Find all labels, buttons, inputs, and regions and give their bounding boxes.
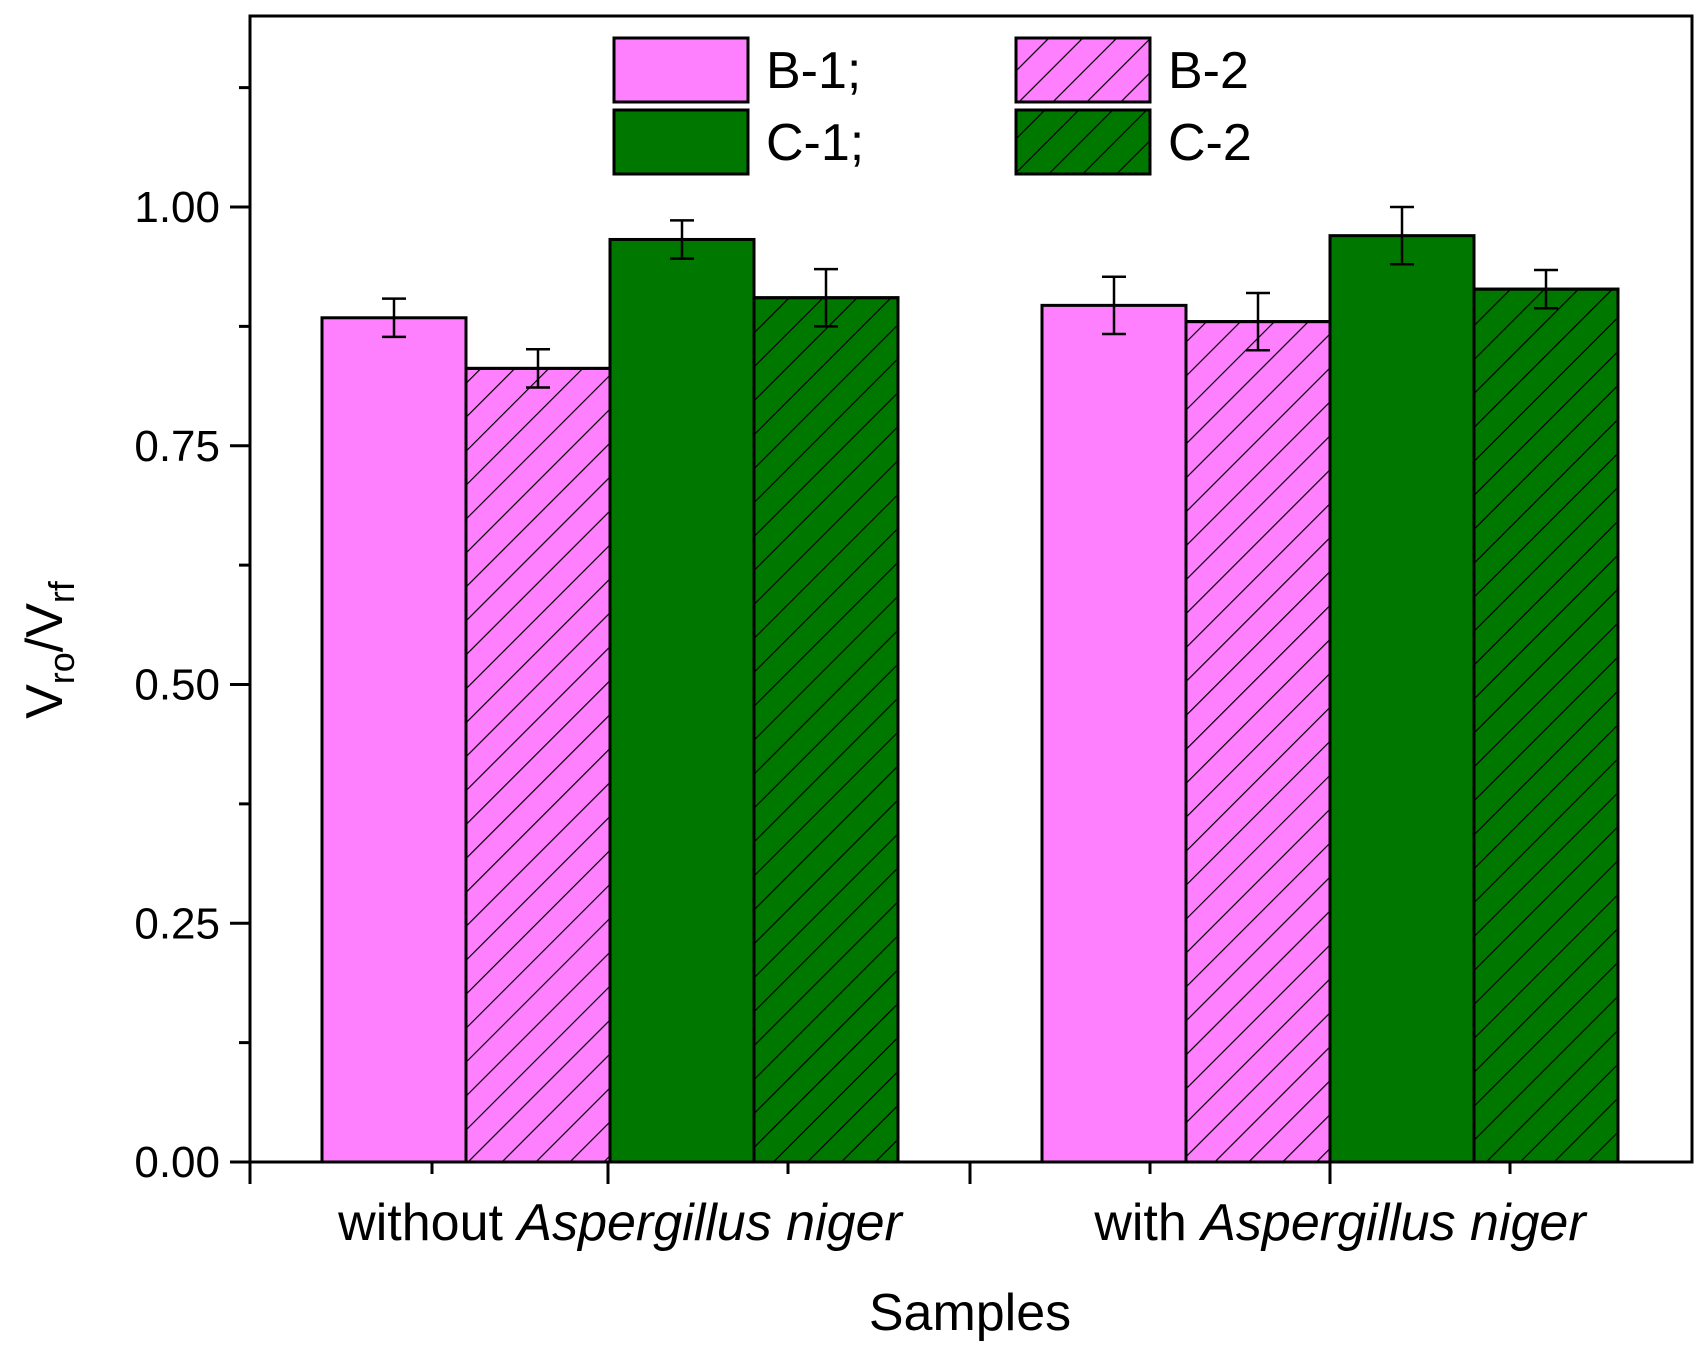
y-axis-label-sub2: rf bbox=[41, 580, 82, 603]
legend-item: B-2 bbox=[1014, 36, 1249, 104]
legend-swatch bbox=[612, 108, 750, 176]
error-bar bbox=[1246, 291, 1270, 352]
error-bar bbox=[1390, 205, 1414, 266]
category-species: Aspergillus niger bbox=[1198, 1194, 1588, 1252]
legend-swatch-hatch bbox=[1014, 108, 1152, 176]
y-axis-label-sep: /V bbox=[16, 603, 74, 652]
error-bar bbox=[670, 219, 694, 260]
x-axis-label: Samples bbox=[869, 1284, 1071, 1342]
x-axis: without Aspergillus niger with Aspergillu… bbox=[248, 1162, 1588, 1252]
category-prefix: with bbox=[1093, 1194, 1201, 1252]
legend-label: C-2 bbox=[1168, 114, 1252, 172]
y-axis-label: Vro/Vrf bbox=[16, 580, 82, 719]
bar-hatch-C2-cat2 bbox=[1472, 287, 1620, 1164]
bar-B1-cat1 bbox=[320, 316, 468, 1164]
legend-item: C-2 bbox=[1014, 108, 1252, 176]
bar-C1-cat1 bbox=[608, 237, 756, 1164]
error-bar bbox=[1534, 268, 1558, 310]
legend-swatch bbox=[612, 36, 750, 104]
y-axis-label-sub1: ro bbox=[41, 652, 82, 684]
legend-label: B-1; bbox=[766, 42, 861, 100]
error-bar bbox=[814, 267, 838, 328]
legend-label: B-2 bbox=[1168, 42, 1249, 100]
bar-hatch-B2-cat1 bbox=[464, 366, 612, 1164]
x-category-label: with Aspergillus niger bbox=[1093, 1194, 1588, 1252]
legend-swatch-hatch bbox=[1014, 36, 1152, 104]
bars-layer bbox=[320, 234, 1620, 1164]
bar-hatch-C2-cat1 bbox=[752, 296, 900, 1164]
legend-label: C-1; bbox=[766, 114, 864, 172]
y-tick-label: 0.00 bbox=[134, 1138, 220, 1187]
bar-B1-cat2 bbox=[1040, 303, 1188, 1164]
category-prefix: without bbox=[337, 1194, 517, 1252]
legend-item: C-1; bbox=[612, 108, 864, 176]
y-tick-label: 0.75 bbox=[134, 422, 220, 471]
bar-C1-cat2 bbox=[1328, 234, 1476, 1164]
error-bar bbox=[526, 348, 550, 389]
error-bar bbox=[382, 297, 406, 339]
bar-hatch-B2-cat2 bbox=[1184, 320, 1332, 1164]
y-axis-label-main: V bbox=[16, 684, 74, 719]
error-bar bbox=[1102, 275, 1126, 336]
y-tick-label: 1.00 bbox=[134, 183, 220, 232]
error-bars-layer bbox=[382, 205, 1558, 389]
x-category-label: without Aspergillus niger bbox=[337, 1194, 904, 1252]
y-tick-label: 0.25 bbox=[134, 899, 220, 948]
category-species: Aspergillus niger bbox=[514, 1194, 904, 1252]
legend-item: B-1; bbox=[612, 36, 861, 104]
y-tick-label: 0.50 bbox=[134, 661, 220, 710]
legend: B-1; B-2 C-1; C-2 bbox=[612, 36, 1252, 176]
y-axis: 0.00 0.25 0.50 0.75 1.00 bbox=[134, 86, 250, 1187]
